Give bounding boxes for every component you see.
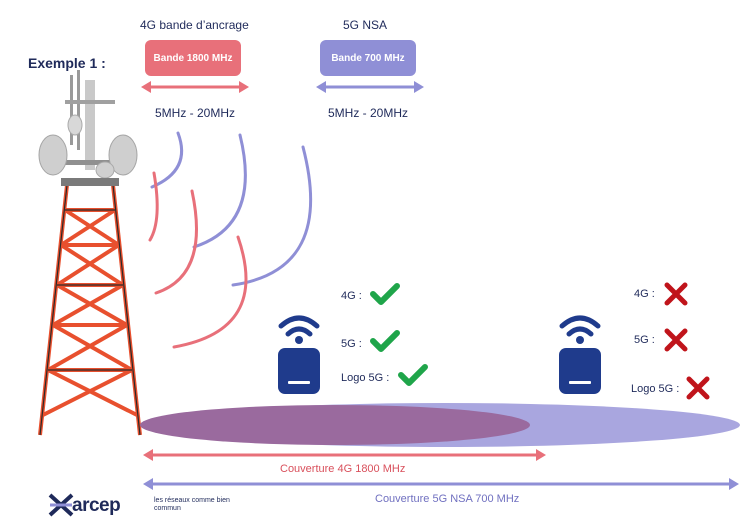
band-5g-bandwidth: 5MHz - 20MHz — [328, 106, 409, 120]
arcep-tagline: les réseaux comme bien commun — [154, 497, 230, 512]
cross-icon — [664, 328, 688, 352]
band-4g-heading: 4G bande d’ancrage — [140, 18, 249, 32]
cross-icon — [664, 282, 688, 306]
coverage-area — [140, 403, 740, 447]
phone-2-status-5g: 5G : — [634, 334, 655, 346]
phone-2-status-logo5g: Logo 5G : — [631, 383, 680, 395]
band-4g-box: Bande 1800 MHz — [145, 40, 241, 76]
example-title: Exemple 1 : — [28, 55, 106, 71]
arcep-logo-icon — [48, 493, 74, 517]
phone-1-status-4g: 4G : — [341, 290, 362, 302]
band-4g-bandwidth: 5MHz - 20MHz — [155, 106, 236, 120]
band-5g-box: Bande 700 MHz — [320, 40, 416, 76]
phone-2-icon — [559, 315, 601, 394]
band-4g-arrow — [141, 81, 249, 93]
cross-icon — [686, 376, 710, 400]
signal-waves — [148, 131, 313, 349]
band-5g-heading: 5G NSA — [343, 18, 388, 32]
arcep-logo: arcep — [72, 495, 121, 516]
coverage-5g-label: Couverture 5G NSA 700 MHz — [375, 493, 520, 505]
phone-1-icon — [278, 315, 320, 394]
phone-1-status-5g: 5G : — [341, 338, 362, 350]
cell-tower-icon — [38, 70, 142, 436]
check-icon — [370, 330, 400, 352]
coverage-4g-arrow — [143, 449, 546, 461]
check-icon — [370, 283, 400, 305]
band-5g-arrow — [316, 81, 424, 93]
coverage-5g-arrow — [143, 478, 739, 490]
coverage-4g-label: Couverture 4G 1800 MHz — [280, 463, 406, 475]
phone-1-status-logo5g: Logo 5G : — [341, 372, 390, 384]
phone-2-status-4g: 4G : — [634, 288, 655, 300]
check-icon — [398, 364, 428, 386]
